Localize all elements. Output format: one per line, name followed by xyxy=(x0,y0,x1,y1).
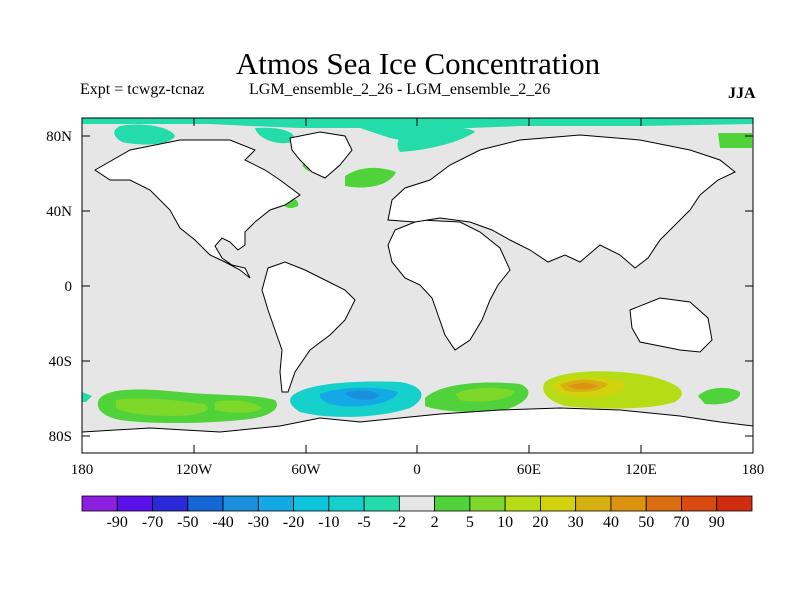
lon-tick-180e: 180 xyxy=(742,445,765,478)
lat-tick-80s: 80S xyxy=(49,429,753,445)
colorbar-swatch xyxy=(293,495,330,512)
colorbar-swatch xyxy=(504,495,541,512)
north-america xyxy=(94,139,301,279)
lon-tick-0: 0 xyxy=(413,118,421,478)
southern-lime-2 xyxy=(455,387,515,402)
colorbar-swatch xyxy=(328,495,365,512)
colorbar-swatch xyxy=(398,495,436,512)
colorbar-swatch xyxy=(645,495,682,512)
lat-label-40n: 40N xyxy=(46,204,72,220)
lon-label-60e: 60E xyxy=(517,462,541,478)
lat-tick-80n: 80N xyxy=(46,129,753,145)
longitude-axis: 180 120W 60W 0 60E 120E 180 xyxy=(71,118,765,478)
colorbar-swatch xyxy=(187,495,224,512)
experiment-label: Expt = tcwgz-tcnaz xyxy=(80,81,205,98)
lat-tick-40n: 40N xyxy=(46,204,753,220)
colorbar-label: -30 xyxy=(248,514,269,531)
southern-green-4 xyxy=(698,387,741,405)
colorbar-label: 40 xyxy=(603,514,619,531)
lat-tick-0: 0 xyxy=(65,279,753,295)
colorbar-swatch xyxy=(469,495,506,512)
map-title: Atmos Sea Ice Concentration xyxy=(235,46,601,81)
colorbar-swatch xyxy=(257,495,294,512)
colorbar-label: 70 xyxy=(673,514,689,531)
latitude-axis: 80N 40N 0 40S 80S xyxy=(46,129,753,445)
colorbar-label: 10 xyxy=(497,514,513,531)
colorbar-label: -50 xyxy=(177,514,198,531)
colorbar-swatch xyxy=(434,495,471,512)
colorbar-label: 50 xyxy=(638,514,654,531)
sea-ice-fields xyxy=(82,118,753,423)
colorbar-swatch xyxy=(540,495,577,512)
colorbar-swatch xyxy=(363,495,400,512)
colorbar-label: -2 xyxy=(393,514,406,531)
southern-core-3 xyxy=(568,383,598,390)
colorbar-swatch xyxy=(610,495,647,512)
southern-lime-1 xyxy=(116,398,209,416)
colorbar-label: -10 xyxy=(318,514,339,531)
colorbar-swatch xyxy=(116,495,153,512)
colorbar-swatch xyxy=(152,495,189,512)
colorbar-swatch xyxy=(575,495,612,512)
colorbar-label: -40 xyxy=(212,514,233,531)
colorbar xyxy=(81,495,753,512)
colorbar-swatch xyxy=(716,495,753,512)
lat-label-40s: 40S xyxy=(49,354,72,370)
comparison-label: LGM_ensemble_2_26 - LGM_ensemble_2_26 xyxy=(249,81,551,98)
colorbar-labels: -90 -70 -50 -40 -30 -20 -10 -5 -2 2 5 10 20 30 40 50 70 9… xyxy=(107,514,725,531)
season-label: JJA xyxy=(728,85,756,102)
arctic-green-east xyxy=(718,133,752,148)
colorbar-label: -20 xyxy=(283,514,304,531)
south-america xyxy=(261,261,356,393)
lon-tick-180w: 180 xyxy=(71,445,94,478)
colorbar-swatch xyxy=(81,495,118,512)
weddell-core xyxy=(345,390,380,400)
lon-label-120w: 120W xyxy=(176,462,214,478)
colorbar-label: -5 xyxy=(357,514,370,531)
lon-label-120e: 120E xyxy=(625,462,657,478)
arctic-patch-1 xyxy=(114,124,175,145)
arctic-patch-3 xyxy=(255,127,295,144)
colorbar-label: 20 xyxy=(532,514,548,531)
colorbar-label: 90 xyxy=(709,514,725,531)
colorbar-swatch xyxy=(222,495,259,512)
lon-label-180w: 180 xyxy=(71,462,94,478)
colorbar-label: -90 xyxy=(107,514,128,531)
lon-label-60w: 60W xyxy=(291,462,321,478)
colorbar-label: -70 xyxy=(142,514,163,531)
lat-tick-40s: 40S xyxy=(49,354,753,370)
lon-label-0: 0 xyxy=(413,462,421,478)
arctic-patch-4 xyxy=(397,126,475,152)
eurasia xyxy=(387,134,736,269)
coastlines xyxy=(82,131,753,453)
colorbar-label: 30 xyxy=(568,514,584,531)
lon-tick-60w: 60W xyxy=(291,118,321,478)
lat-label-80n: 80N xyxy=(46,129,72,145)
africa xyxy=(387,219,511,351)
nordic-green xyxy=(345,167,396,188)
lon-tick-120e: 120E xyxy=(625,118,657,478)
southern-teal-west xyxy=(82,392,92,402)
lon-tick-120w: 120W xyxy=(176,118,214,478)
greenland xyxy=(289,131,353,179)
lon-tick-60e: 60E xyxy=(517,118,541,478)
colorbar-swatch xyxy=(681,495,718,512)
australia xyxy=(629,297,713,353)
southern-lime-1b xyxy=(215,400,262,413)
colorbar-label: 2 xyxy=(431,514,439,531)
lat-label-0: 0 xyxy=(65,279,73,295)
lat-label-80s: 80S xyxy=(49,429,72,445)
antarctica xyxy=(82,407,753,453)
colorbar-label: 5 xyxy=(466,514,474,531)
lon-label-180e: 180 xyxy=(742,462,765,478)
